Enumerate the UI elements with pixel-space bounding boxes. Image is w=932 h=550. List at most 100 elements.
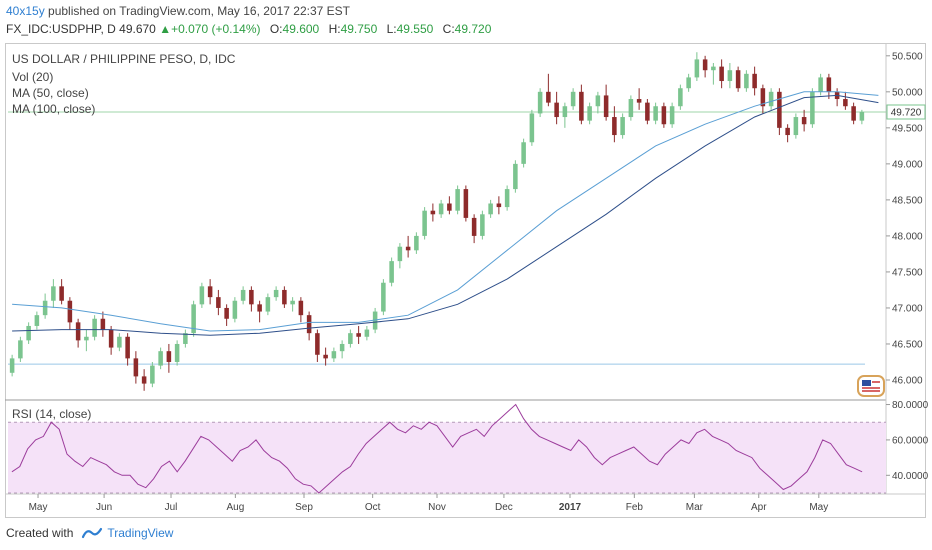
candle-body — [59, 286, 64, 301]
candles — [9, 52, 865, 391]
candle-body — [719, 66, 724, 82]
price-tick-label: 46.500 — [892, 339, 923, 350]
candle-body — [496, 203, 502, 208]
high-value: 49.750 — [340, 22, 378, 36]
time-tick-label: Oct — [365, 502, 381, 513]
candle-body — [810, 91, 815, 125]
candle-body — [587, 106, 592, 121]
last-price: 49.670 — [119, 22, 156, 36]
candle-body — [554, 102, 559, 118]
chart-title: US DOLLAR / PHILIPPINE PESO, D, IDC — [12, 52, 236, 66]
candle-body — [801, 117, 807, 125]
candle-body — [273, 289, 279, 298]
rsi-band — [8, 422, 886, 493]
candle-body — [257, 304, 262, 312]
tradingview-link[interactable]: TradingView — [107, 526, 174, 540]
candle-body — [826, 77, 832, 92]
publish-line: 40x15y published on TradingView.com, May… — [6, 3, 350, 19]
legend-ma50[interactable]: MA (50, close) — [12, 86, 89, 100]
candle-body — [372, 311, 378, 330]
candle-body — [224, 307, 229, 319]
rsi-tick-label: 80.0000 — [892, 400, 929, 411]
candle-body — [166, 351, 172, 362]
candle-body — [480, 214, 485, 236]
time-axis: May Jun Jul Aug Sep Oct Nov Dec 2017 Feb Mar Apr May — [29, 494, 828, 513]
legend-rsi[interactable]: RSI (14, close) — [12, 407, 92, 421]
candle-body — [603, 95, 609, 118]
candle-body — [851, 106, 856, 121]
legend-ma100[interactable]: MA (100, close) — [12, 102, 96, 116]
footer: Created with TradingView — [6, 526, 173, 540]
candle-body — [290, 300, 295, 305]
price-tick-label: 50.000 — [892, 87, 923, 98]
candle-body — [331, 351, 337, 359]
candle-body — [265, 297, 271, 312]
candle-body — [306, 315, 312, 334]
price-axis: 46.000 46.500 47.000 47.500 48.000 48.500 49.0… — [886, 51, 923, 386]
candle-body — [249, 289, 254, 305]
time-tick-label: Sep — [295, 502, 313, 513]
candle-body — [75, 322, 81, 341]
candle-body — [488, 203, 493, 215]
candle-body — [414, 235, 419, 251]
candle-body — [546, 91, 551, 103]
candle-body — [232, 300, 238, 319]
candle-body — [26, 325, 31, 341]
candle-body — [282, 289, 287, 305]
candle-body — [84, 336, 89, 341]
close-value: 49.720 — [454, 22, 492, 36]
candle-body — [579, 91, 584, 121]
tradingview-logo-icon — [82, 527, 103, 539]
candle-body — [752, 73, 757, 89]
candle-body — [744, 73, 749, 89]
rsi-tick-label: 60.0000 — [892, 435, 929, 446]
low-value: 49.550 — [396, 22, 434, 36]
price-change: +0.070 (+0.14%) — [171, 22, 261, 36]
last-price-tag: 49.720 — [886, 104, 926, 120]
candle-body — [174, 343, 180, 362]
rsi-line — [11, 403, 863, 494]
low-label: L: — [386, 22, 397, 36]
last-price-tag-text: 49.720 — [891, 107, 922, 118]
author-link[interactable]: 40x15y — [6, 4, 45, 18]
candle-body — [389, 261, 394, 283]
created-with-label: Created with — [6, 526, 74, 540]
candle-body — [678, 88, 683, 107]
time-tick-label: Mar — [686, 502, 704, 513]
time-tick-label: Jul — [165, 502, 178, 513]
candle-body — [455, 189, 460, 211]
candle-body — [438, 203, 444, 215]
price-tick-label: 50.500 — [892, 51, 923, 62]
candle-body — [240, 289, 246, 301]
candle-body — [67, 300, 73, 323]
candle-body — [595, 95, 601, 107]
candle-body — [843, 99, 848, 107]
candle-body — [150, 365, 155, 384]
candle-body — [199, 286, 205, 305]
candle-body — [562, 106, 568, 118]
candle-body — [117, 336, 122, 348]
candle-body — [785, 127, 790, 136]
legend-vol[interactable]: Vol (20) — [12, 70, 54, 84]
time-tick-label: Apr — [751, 502, 767, 513]
candle-body — [323, 354, 328, 359]
candle-body — [661, 106, 667, 125]
candle-body — [612, 117, 617, 136]
rsi-tick-label: 40.0000 — [892, 471, 929, 482]
candle-body — [653, 106, 658, 121]
chart-frame — [5, 43, 926, 518]
open-value: 49.600 — [282, 22, 320, 36]
candle-body — [42, 300, 48, 316]
candle-body — [298, 300, 304, 316]
time-tick-label: Nov — [428, 502, 446, 513]
candle-body — [125, 336, 130, 359]
candle-body — [504, 189, 510, 208]
candle-body — [620, 117, 625, 136]
candle-body — [51, 286, 56, 301]
candle-body — [348, 333, 353, 344]
candle-body — [133, 358, 139, 377]
symbol-label: FX_IDC:USDPHP, D — [6, 22, 116, 36]
us-flag-icon[interactable] — [857, 375, 885, 397]
candle-body — [339, 343, 345, 352]
